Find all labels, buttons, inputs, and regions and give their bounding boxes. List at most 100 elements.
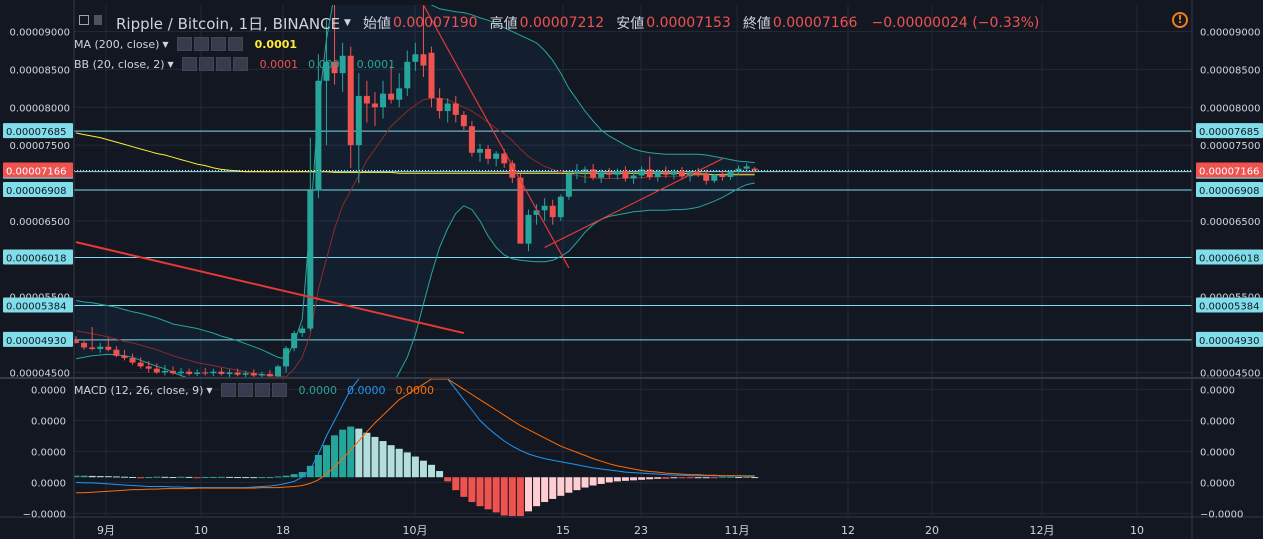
candle-body[interactable] [73,339,79,343]
macd-histogram-bar[interactable] [112,476,120,478]
candle-body[interactable] [178,371,185,374]
macd-histogram-bar[interactable] [266,477,274,479]
macd-histogram-bar[interactable] [242,477,250,479]
candle-body[interactable] [719,174,726,177]
candle-body[interactable] [735,168,742,172]
macd-histogram-bar[interactable] [411,456,419,478]
remove-icon[interactable] [271,383,287,397]
candle-body[interactable] [428,52,435,99]
macd-histogram-bar[interactable] [516,477,524,519]
macd-histogram-bar[interactable] [80,475,88,478]
macd-controls[interactable] [220,383,289,397]
candle-body[interactable] [598,172,605,178]
macd-histogram-bar[interactable] [129,476,137,478]
bb-dropdown-icon[interactable]: ▼ [167,59,174,69]
macd-histogram-bar[interactable] [743,476,751,478]
macd-histogram-bar[interactable] [177,476,185,478]
macd-histogram-bar[interactable] [500,477,508,516]
more-icon[interactable] [254,383,270,397]
ma-legend[interactable]: MA (200, close) ▼ 0.0001 [74,35,297,53]
candle-body[interactable] [622,170,629,179]
candle-body[interactable] [81,342,88,348]
bb-controls[interactable] [181,57,250,71]
macd-histogram-bar[interactable] [371,436,379,478]
candle-body[interactable] [646,169,653,177]
macd-legend[interactable]: MACD (12, 26, close, 9) ▼ 0.0000 0.0000 … [74,381,434,399]
macd-histogram-bar[interactable] [718,476,726,478]
candle-body[interactable] [396,88,403,100]
candle-body[interactable] [525,214,532,244]
macd-histogram-bar[interactable] [347,426,355,478]
candle-body[interactable] [517,177,524,244]
candle-body[interactable] [501,153,508,164]
macd-histogram-bar[interactable] [355,428,363,478]
candle-body[interactable] [89,347,96,349]
candle-body[interactable] [283,348,290,367]
macd-histogram-bar[interactable] [670,477,678,479]
macd-histogram-bar[interactable] [73,475,80,478]
macd-histogram-bar[interactable] [444,477,452,482]
macd-histogram-bar[interactable] [169,477,177,479]
candle-body[interactable] [452,103,459,115]
macd-pane[interactable] [73,353,759,519]
candle-body[interactable] [129,358,136,363]
candle-body[interactable] [662,171,669,175]
macd-histogram-bar[interactable] [694,477,702,479]
macd-histogram-bar[interactable] [193,477,201,479]
macd-histogram-bar[interactable] [484,477,492,510]
macd-histogram-bar[interactable] [710,477,718,479]
candle-body[interactable] [436,98,443,112]
candle-body[interactable] [258,373,265,376]
ma-controls[interactable] [176,37,245,51]
candle-body[interactable] [169,370,176,374]
trend-line[interactable] [75,241,465,335]
macd-histogram-bar[interactable] [201,476,209,478]
candle-body[interactable] [202,372,209,374]
candle-body[interactable] [275,366,281,377]
candle-body[interactable] [210,371,217,374]
trend-line[interactable] [544,158,723,248]
candle-body[interactable] [444,103,451,112]
macd-histogram-bar[interactable] [258,477,266,479]
macd-histogram-bar[interactable] [605,477,613,483]
candle-body[interactable] [186,371,193,374]
candle-body[interactable] [137,362,144,367]
candle-body[interactable] [226,372,233,374]
macd-histogram-bar[interactable] [88,475,96,478]
candle-body[interactable] [105,346,112,350]
macd-histogram-bar[interactable] [524,477,532,512]
candle-body[interactable] [573,170,580,174]
candle-body[interactable] [404,61,411,89]
candle-body[interactable] [113,349,120,356]
ma-label[interactable]: MA (200, close) [74,37,160,51]
collapse-icon[interactable] [79,15,89,25]
macd-histogram-bar[interactable] [217,476,225,478]
macd-histogram-bar[interactable] [250,477,258,479]
macd-histogram-bar[interactable] [735,476,743,478]
macd-histogram-bar[interactable] [621,477,629,481]
candle-body[interactable] [630,175,637,179]
candle-body[interactable] [557,196,564,218]
candle-body[interactable] [250,373,257,376]
macd-histogram-bar[interactable] [185,476,193,478]
macd-label[interactable]: MACD (12, 26, close, 9) [74,383,204,397]
price-pane[interactable] [73,0,1192,429]
macd-histogram-bar[interactable] [306,465,314,478]
candle-body[interactable] [477,148,483,153]
macd-histogram-bar[interactable] [613,477,621,482]
candle-body[interactable] [533,210,540,215]
macd-histogram-bar[interactable] [387,445,395,478]
macd-histogram-bar[interactable] [290,474,298,478]
macd-histogram-bar[interactable] [654,477,662,479]
macd-histogram-bar[interactable] [573,477,581,491]
visibility-icon[interactable] [220,383,236,397]
candle-body[interactable] [242,373,249,375]
candle-body[interactable] [347,55,354,146]
candle-body[interactable] [315,80,322,191]
remove-icon[interactable] [227,37,243,51]
candle-body[interactable] [299,328,306,334]
macd-dropdown-icon[interactable]: ▼ [206,385,213,395]
macd-histogram-bar[interactable] [436,471,444,478]
macd-histogram-bar[interactable] [549,477,557,499]
